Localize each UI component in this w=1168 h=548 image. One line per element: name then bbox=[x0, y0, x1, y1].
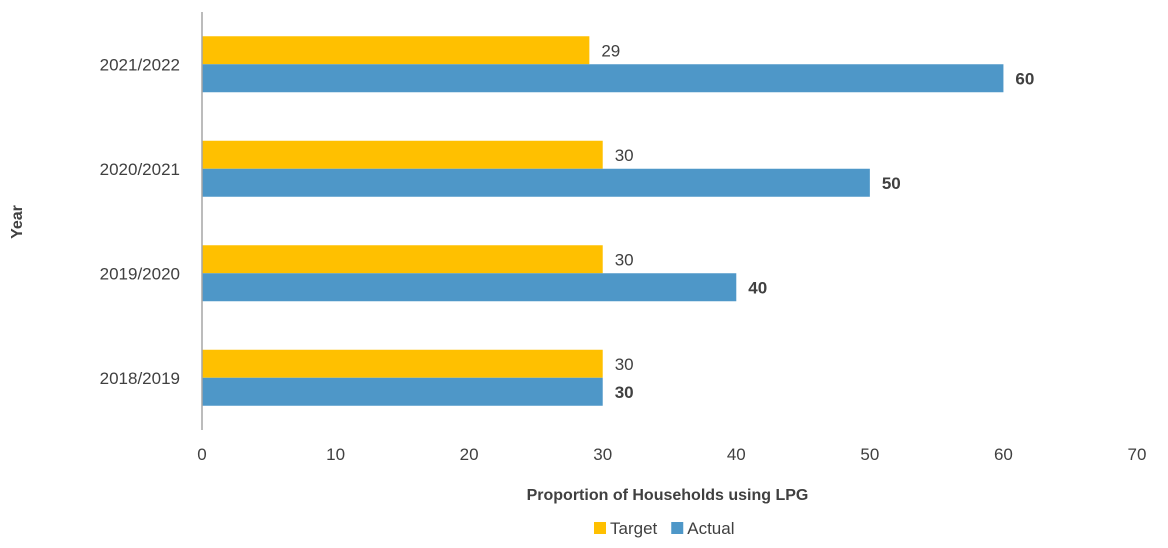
x-tick-label: 0 bbox=[197, 445, 206, 464]
y-axis-title: Year bbox=[9, 205, 26, 239]
x-tick-label: 10 bbox=[326, 445, 345, 464]
target-bar-2018-2019 bbox=[202, 349, 603, 378]
legend: Target Actual bbox=[594, 519, 735, 538]
actual-bar-2021-2022 bbox=[202, 64, 1004, 93]
target-legend-swatch bbox=[594, 522, 606, 534]
data-labels-group: 29 60 30 50 30 40 30 30 bbox=[601, 41, 1034, 402]
x-tick-label: 70 bbox=[1128, 445, 1147, 464]
target-data-label: 30 bbox=[615, 146, 634, 165]
actual-legend-swatch bbox=[671, 522, 684, 534]
target-data-label: 29 bbox=[601, 41, 620, 60]
x-tick-label: 20 bbox=[460, 445, 479, 464]
target-data-label: 30 bbox=[615, 250, 634, 269]
x-tick-label: 50 bbox=[860, 445, 879, 464]
x-tick-label: 40 bbox=[727, 445, 746, 464]
x-tick-labels-group: 0 10 20 30 40 50 60 70 bbox=[197, 445, 1146, 464]
category-label: 2018/2019 bbox=[100, 369, 180, 388]
actual-legend-label: Actual bbox=[687, 519, 734, 538]
target-data-label: 30 bbox=[615, 355, 634, 374]
category-label: 2020/2021 bbox=[100, 160, 180, 179]
target-bar-2020-2021 bbox=[202, 140, 603, 169]
actual-data-label: 50 bbox=[882, 174, 901, 193]
actual-data-label: 30 bbox=[615, 383, 634, 402]
x-axis-title: Proportion of Households using LPG bbox=[527, 487, 809, 504]
category-label: 2019/2020 bbox=[100, 264, 180, 283]
x-tick-label: 30 bbox=[593, 445, 612, 464]
target-bar-2019-2020 bbox=[202, 245, 603, 274]
category-label: 2021/2022 bbox=[100, 55, 180, 74]
actual-bar-2020-2021 bbox=[202, 168, 870, 197]
target-legend-label: Target bbox=[610, 519, 658, 538]
bars-group bbox=[202, 36, 1004, 406]
target-bar-2021-2022 bbox=[202, 36, 590, 65]
category-labels-group: 2021/2022 2020/2021 2019/2020 2018/2019 bbox=[100, 55, 180, 388]
x-tick-label: 60 bbox=[994, 445, 1013, 464]
actual-bar-2019-2020 bbox=[202, 273, 737, 302]
actual-data-label: 40 bbox=[748, 278, 767, 297]
actual-data-label: 60 bbox=[1015, 69, 1034, 88]
actual-bar-2018-2019 bbox=[202, 377, 603, 406]
